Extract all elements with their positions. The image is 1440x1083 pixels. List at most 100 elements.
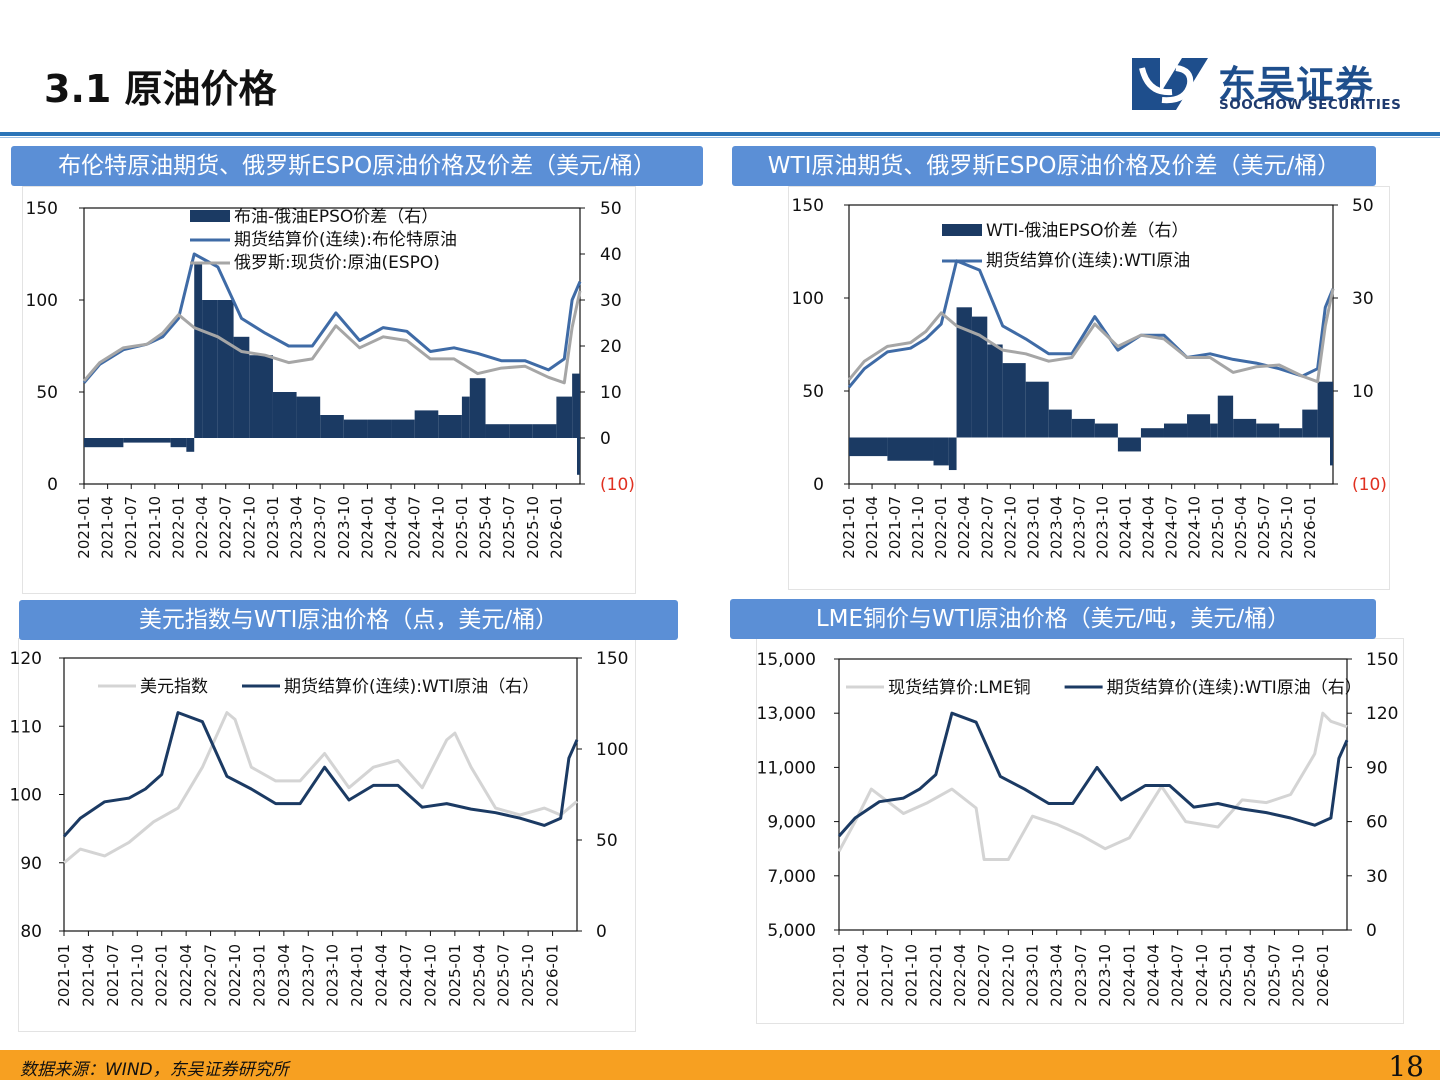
right-tick-label: (10) bbox=[600, 475, 635, 495]
bar-segment bbox=[1210, 424, 1218, 438]
x-tick-label: 2022-10 bbox=[999, 944, 1017, 1007]
x-tick-label: 2021-04 bbox=[854, 944, 872, 1007]
right-tick-label: 60 bbox=[1366, 813, 1388, 833]
bar-segment bbox=[556, 397, 572, 438]
left-tick-label: 0 bbox=[47, 475, 58, 495]
x-tick-label: 2024-07 bbox=[1169, 944, 1187, 1007]
page-number: 18 bbox=[1388, 1050, 1424, 1083]
right-tick-label: 30 bbox=[1352, 289, 1374, 309]
right-tick-label: 90 bbox=[1366, 758, 1388, 778]
bar-segment bbox=[273, 392, 297, 438]
x-tick-label: 2022-01 bbox=[169, 496, 187, 559]
x-tick-label: 2023-01 bbox=[250, 944, 268, 1007]
series-line bbox=[64, 713, 577, 837]
x-tick-label: 2025-07 bbox=[495, 944, 513, 1007]
left-tick-label: 0 bbox=[813, 475, 824, 495]
x-tick-label: 2025-04 bbox=[1241, 944, 1259, 1007]
x-tick-label: 2025-01 bbox=[1217, 944, 1235, 1007]
bar-segment bbox=[1256, 424, 1279, 438]
bar-segment bbox=[84, 438, 123, 447]
left-tick-label: 150 bbox=[26, 199, 58, 219]
right-tick-label: 30 bbox=[1366, 867, 1388, 887]
x-tick-label: 2025-01 bbox=[1209, 496, 1227, 559]
x-tick-label: 2024-07 bbox=[406, 496, 424, 559]
x-tick-label: 2023-10 bbox=[1094, 496, 1112, 559]
bar-segment bbox=[470, 378, 486, 438]
x-tick-label: 2025-10 bbox=[524, 496, 542, 559]
bar-segment bbox=[1187, 414, 1210, 437]
x-tick-label: 2024-04 bbox=[382, 496, 400, 559]
x-tick-label: 2025-10 bbox=[519, 944, 537, 1007]
left-tick-label: 100 bbox=[792, 289, 824, 309]
x-tick-label: 2024-10 bbox=[421, 944, 439, 1007]
legend-label: 期货结算价(连续):WTI原油（右） bbox=[1107, 678, 1362, 698]
x-tick-label: 2023-07 bbox=[299, 944, 317, 1007]
x-tick-label: 2021-07 bbox=[878, 944, 896, 1007]
left-tick-label: 110 bbox=[10, 717, 42, 737]
right-tick-label: 50 bbox=[1352, 196, 1374, 216]
x-tick-label: 2021-04 bbox=[863, 496, 881, 559]
legend-label: 布油-俄油EPSO价差（右） bbox=[234, 207, 438, 227]
right-tick-label: 100 bbox=[596, 740, 628, 760]
x-tick-label: 2021-10 bbox=[903, 944, 921, 1007]
bar-segment bbox=[1072, 419, 1095, 438]
right-tick-label: 0 bbox=[600, 429, 611, 449]
bar-segment bbox=[949, 438, 957, 471]
right-tick-label: 10 bbox=[600, 383, 622, 403]
x-tick-label: 2021-01 bbox=[840, 496, 858, 559]
bar-segment bbox=[1095, 424, 1118, 438]
x-tick-label: 2021-10 bbox=[909, 496, 927, 559]
x-tick-label: 2023-01 bbox=[1024, 944, 1042, 1007]
series-line bbox=[839, 713, 1347, 859]
left-tick-label: 100 bbox=[26, 291, 58, 311]
right-tick-label: 150 bbox=[596, 649, 628, 669]
x-tick-label: 2024-04 bbox=[373, 944, 391, 1007]
x-tick-label: 2023-01 bbox=[1024, 496, 1042, 559]
x-tick-label: 2025-01 bbox=[453, 496, 471, 559]
bar-segment bbox=[1318, 382, 1333, 438]
x-tick-label: 2025-04 bbox=[470, 944, 488, 1007]
bar-segment bbox=[1049, 410, 1072, 438]
legend-label: WTI-俄油EPSO价差（右） bbox=[986, 221, 1189, 241]
x-tick-label: 2023-04 bbox=[275, 944, 293, 1007]
x-tick-label: 2021-07 bbox=[122, 496, 140, 559]
bar-segment bbox=[577, 438, 580, 475]
left-tick-label: 13,000 bbox=[757, 704, 816, 724]
x-tick-label: 2022-04 bbox=[193, 496, 211, 559]
x-tick-label: 2024-01 bbox=[1120, 944, 1138, 1007]
bar-segment bbox=[1141, 428, 1164, 437]
series-line bbox=[84, 254, 580, 383]
x-tick-label: 2023-10 bbox=[335, 496, 353, 559]
right-tick-label: 150 bbox=[1366, 650, 1398, 670]
x-tick-label: 2022-10 bbox=[1001, 496, 1019, 559]
legend-label: 俄罗斯:现货价:原油(ESPO) bbox=[234, 253, 440, 273]
bar-segment bbox=[123, 438, 170, 443]
legend-label: 期货结算价(连续):WTI原油（右） bbox=[284, 677, 539, 697]
x-tick-label: 2025-04 bbox=[477, 496, 495, 559]
x-tick-label: 2021-01 bbox=[55, 944, 73, 1007]
x-tick-label: 2025-04 bbox=[1232, 496, 1250, 559]
bar-segment bbox=[171, 438, 187, 447]
bar-segment bbox=[533, 424, 557, 438]
left-tick-label: 15,000 bbox=[757, 650, 816, 670]
legend-label: 期货结算价(连续):布伦特原油 bbox=[234, 230, 457, 250]
plot-frame bbox=[839, 659, 1347, 930]
legend-swatch bbox=[942, 224, 982, 236]
bar-segment bbox=[849, 438, 887, 457]
x-tick-label: 2021-04 bbox=[79, 944, 97, 1007]
x-tick-label: 2023-10 bbox=[1096, 944, 1114, 1007]
left-tick-label: 9,000 bbox=[767, 813, 816, 833]
left-tick-label: 90 bbox=[20, 854, 42, 874]
x-tick-label: 2024-10 bbox=[1186, 496, 1204, 559]
x-tick-label: 2025-01 bbox=[446, 944, 464, 1007]
bar-segment bbox=[202, 300, 218, 438]
bar-segment bbox=[1279, 428, 1302, 437]
x-tick-label: 2021-01 bbox=[75, 496, 93, 559]
x-tick-label: 2022-04 bbox=[955, 496, 973, 559]
left-tick-label: 50 bbox=[36, 383, 58, 403]
x-tick-label: 2022-01 bbox=[927, 944, 945, 1007]
bar-segment bbox=[509, 424, 533, 438]
